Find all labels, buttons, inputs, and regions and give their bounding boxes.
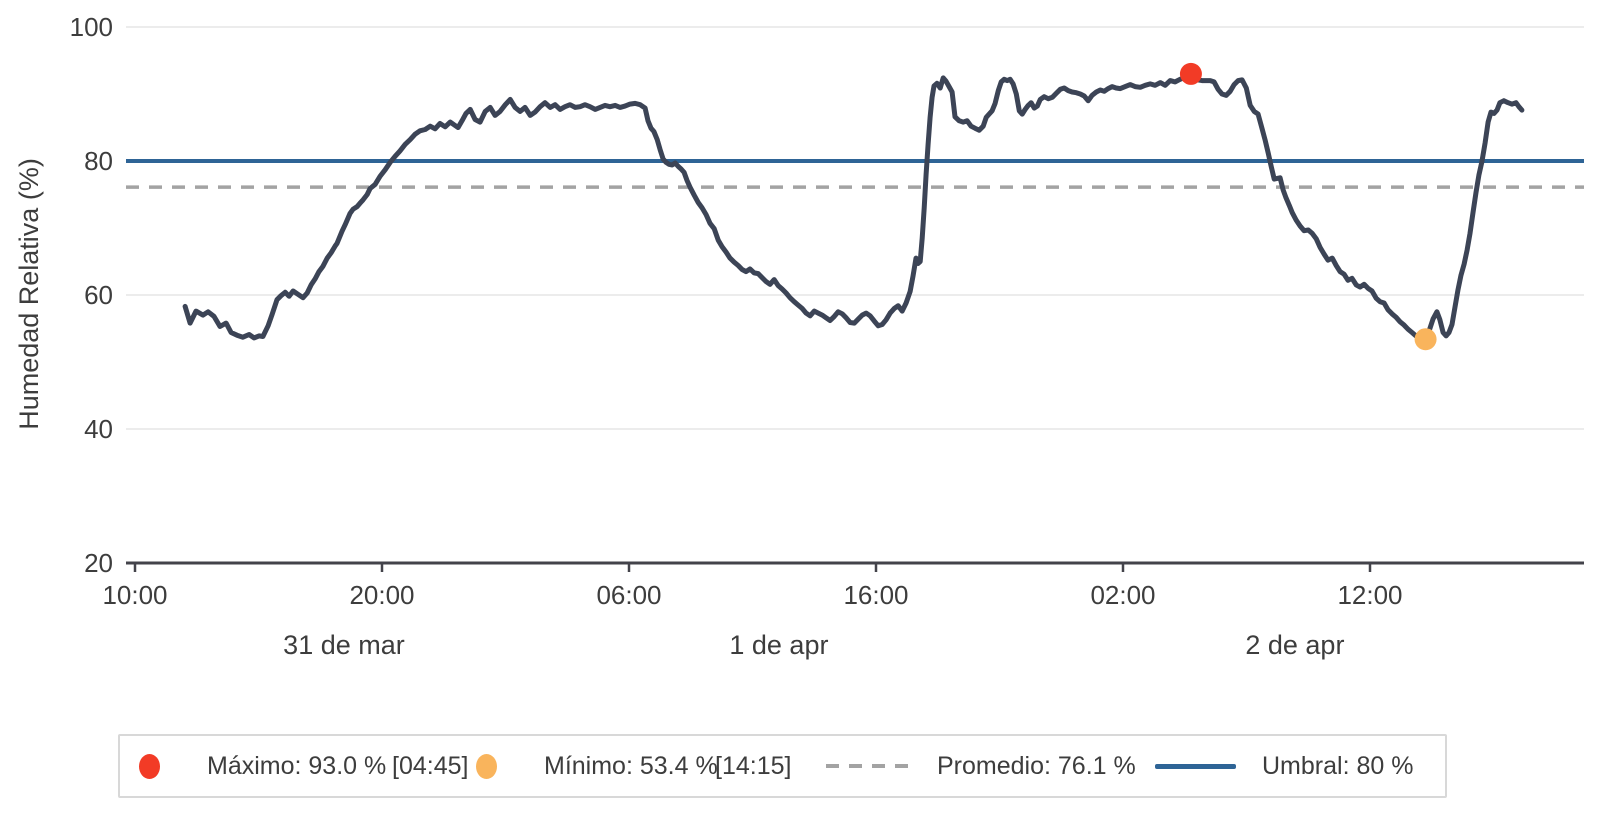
y-tick-label: 60: [84, 280, 113, 310]
legend-minimo-label: Mínimo: 53.4 %: [544, 736, 718, 796]
legend-item-promedio: [826, 736, 908, 796]
min-marker: [1414, 328, 1437, 351]
y-tick-label: 100: [70, 12, 113, 42]
umbral-label: Umbral: 80 %: [1262, 751, 1414, 780]
y-tick-label: 40: [84, 414, 113, 444]
minimo-marker-icon: [476, 753, 497, 779]
legend: Máximo: 93.0 % [04:45] Mínimo: 53.4 % [1…: [118, 734, 1447, 798]
day-label: 31 de mar: [283, 630, 405, 660]
legend-umbral-label: Umbral: 80 %: [1262, 736, 1413, 796]
x-tick-label: 06:00: [596, 580, 661, 610]
legend-minimo-time: [14:15]: [715, 736, 791, 796]
minimo-time: [14:15]: [715, 751, 792, 780]
minimo-label: Mínimo: 53.4 %: [544, 751, 718, 780]
day-label: 1 de apr: [729, 630, 828, 660]
legend-item-minimo: [476, 736, 497, 796]
day-label: 2 de apr: [1245, 630, 1344, 660]
x-tick-label: 10:00: [102, 580, 167, 610]
promedio-dash-icon: [826, 764, 908, 768]
legend-promedio-label: Promedio: 76.1 %: [937, 736, 1136, 796]
y-tick-label: 20: [84, 548, 113, 578]
promedio-label: Promedio: 76.1 %: [937, 751, 1136, 780]
legend-item-umbral: [1155, 736, 1236, 796]
x-tick-label: 20:00: [349, 580, 414, 610]
x-tick-label: 12:00: [1337, 580, 1402, 610]
legend-maximo-label: Máximo: 93.0 %: [207, 736, 386, 796]
max-marker: [1179, 62, 1202, 85]
x-tick-label: 16:00: [843, 580, 908, 610]
x-tick-label: 02:00: [1090, 580, 1155, 610]
umbral-line-icon: [1155, 763, 1236, 769]
maximo-marker-icon: [139, 753, 160, 779]
y-axis-title: Humedad Relativa (%): [14, 158, 44, 430]
humidity-line: [182, 71, 1525, 342]
legend-item-maximo: [139, 736, 160, 796]
maximo-label: Máximo: 93.0 %: [207, 751, 387, 780]
y-tick-label: 80: [84, 146, 113, 176]
legend-maximo-time: [04:45]: [392, 736, 468, 796]
maximo-time: [04:45]: [392, 751, 469, 780]
